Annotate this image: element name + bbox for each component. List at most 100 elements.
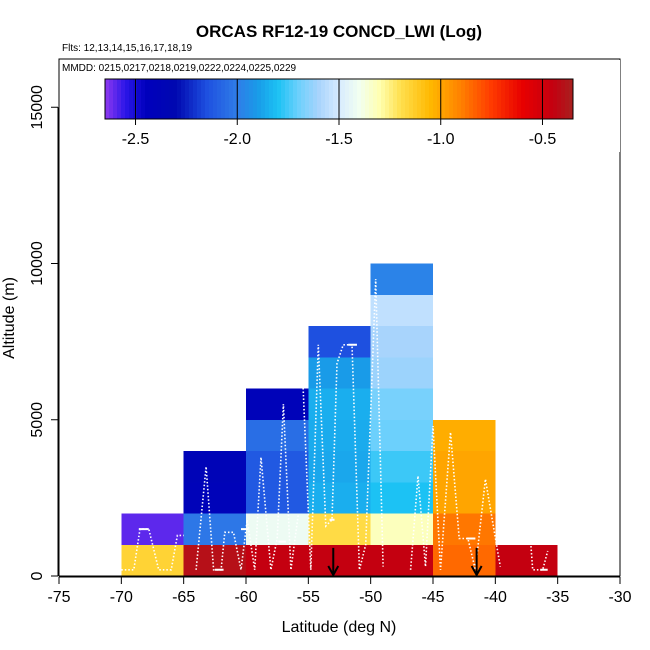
heatmap-cell — [433, 544, 496, 576]
y-tick-label: 5000 — [29, 402, 46, 438]
colorbar-swatch — [533, 79, 538, 119]
colorbar-tick-label: -2.5 — [122, 131, 150, 148]
colorbar-swatch — [437, 79, 442, 119]
heatmap-cell — [246, 513, 309, 545]
y-tick-label: 10000 — [29, 241, 46, 286]
axes: -75 -70 -65 -60 -55 -50 -45 -40 -35 -30 0 5000 10000… — [29, 85, 632, 606]
colorbar-swatch — [169, 79, 174, 119]
arrow-marker-head — [327, 565, 340, 578]
colorbar-swatch — [241, 79, 246, 119]
colorbar-swatch — [293, 79, 298, 119]
colorbar-swatch — [441, 79, 446, 119]
heatmap-cell — [370, 451, 433, 483]
colorbar-swatch — [213, 79, 218, 119]
heatmap-cell — [246, 419, 309, 451]
colorbar-swatch — [473, 79, 478, 119]
heatmap-cell — [433, 513, 496, 545]
colorbar-swatch — [481, 79, 486, 119]
colorbar-swatch — [401, 79, 406, 119]
heatmap-cell — [183, 513, 246, 545]
colorbar-swatch — [225, 79, 230, 119]
colorbar-swatch — [325, 79, 330, 119]
heatmap-cell — [308, 482, 371, 514]
colorbar-tick-label: -1.5 — [325, 131, 353, 148]
colorbar-swatch — [301, 79, 306, 119]
x-tick-label: -70 — [110, 589, 133, 606]
colorbar-swatch — [381, 79, 386, 119]
colorbar-swatch — [321, 79, 326, 119]
heatmap-cell — [370, 482, 433, 514]
colorbar-swatch — [165, 79, 170, 119]
colorbar-swatch — [497, 79, 502, 119]
colorbar-swatch — [421, 79, 426, 119]
colorbar-swatch — [313, 79, 318, 119]
colorbar-swatch — [361, 79, 366, 119]
heatmap-cell — [370, 326, 433, 358]
colorbar-swatch — [229, 79, 234, 119]
colorbar-swatch — [417, 79, 422, 119]
colorbar-swatch — [117, 79, 122, 119]
heatmap-cells — [121, 263, 558, 576]
colorbar-swatch — [561, 79, 566, 119]
colorbar-swatch — [405, 79, 410, 119]
colorbar-swatch — [373, 79, 378, 119]
colorbar-swatch — [197, 79, 202, 119]
colorbar-swatch — [345, 79, 350, 119]
heatmap-cell — [246, 482, 309, 514]
chart-title: ORCAS RF12-19 CONCD_LWI (Log) — [196, 22, 482, 41]
x-tick-label: -65 — [172, 589, 195, 606]
colorbar-tick-label: -0.5 — [529, 131, 557, 148]
colorbar-swatch — [261, 79, 266, 119]
colorbar-swatch — [193, 79, 198, 119]
heatmap-cell — [433, 419, 496, 451]
colorbar-swatch — [305, 79, 310, 119]
colorbar-swatch — [285, 79, 290, 119]
y-tick-label: 15000 — [29, 85, 46, 130]
colorbar-swatch — [517, 79, 522, 119]
colorbar-tick-label: -1.0 — [427, 131, 455, 148]
colorbar-swatch — [357, 79, 362, 119]
colorbar-swatch — [125, 79, 130, 119]
colorbar-swatch — [273, 79, 278, 119]
arrow-markers — [327, 547, 483, 578]
colorbar-swatch — [109, 79, 114, 119]
heatmap-cell — [370, 357, 433, 389]
colorbar-swatch — [469, 79, 474, 119]
y-axis-label: Altitude (m) — [1, 277, 18, 359]
colorbar-swatch — [521, 79, 526, 119]
colorbar: -2.5 -2.0 -1.5 -1.0 -0.5 — [104, 78, 574, 148]
heatmap-cell — [370, 544, 433, 576]
colorbar-swatch — [413, 79, 418, 119]
colorbar-swatch — [141, 79, 146, 119]
colorbar-swatch — [569, 79, 574, 119]
colorbar-swatch — [237, 79, 242, 119]
x-axis-label: Latitude (deg N) — [282, 619, 397, 636]
heatmap-cell — [308, 388, 371, 420]
colorbar-swatch — [297, 79, 302, 119]
colorbar-swatch — [433, 79, 438, 119]
flights-note: Flts: 12,13,14,15,16,17,18,19 — [62, 43, 193, 54]
colorbar-swatch — [173, 79, 178, 119]
colorbar-swatch — [153, 79, 158, 119]
colorbar-swatch — [177, 79, 182, 119]
colorbar-swatch — [245, 79, 250, 119]
colorbar-swatch — [185, 79, 190, 119]
colorbar-swatch — [105, 79, 110, 119]
colorbar-swatch — [113, 79, 118, 119]
colorbar-swatch — [157, 79, 162, 119]
colorbar-swatch — [465, 79, 470, 119]
colorbar-swatch — [549, 79, 554, 119]
colorbar-swatch — [425, 79, 430, 119]
heatmap-cell — [370, 388, 433, 420]
colorbar-swatch — [333, 79, 338, 119]
colorbar-swatch — [553, 79, 558, 119]
heatmap-cell — [308, 451, 371, 483]
colorbar-swatch — [365, 79, 370, 119]
colorbar-swatch — [525, 79, 530, 119]
colorbar-swatch — [453, 79, 458, 119]
colorbar-swatch — [505, 79, 510, 119]
colorbar-swatch — [149, 79, 154, 119]
colorbar-swatch — [221, 79, 226, 119]
colorbar-swatch — [501, 79, 506, 119]
